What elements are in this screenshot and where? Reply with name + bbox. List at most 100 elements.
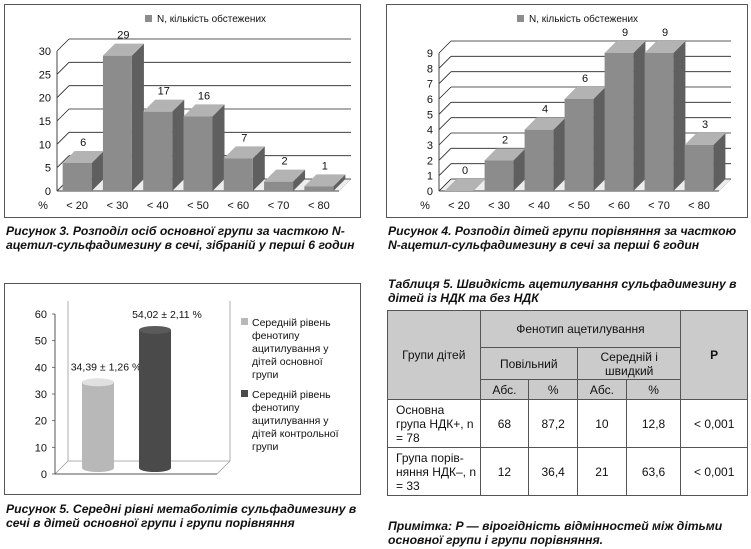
legend-label: N, кількість обстежених — [529, 13, 638, 25]
y-tick-label: 10 — [39, 139, 51, 151]
y-tick-label: 5 — [427, 109, 433, 121]
bar-side — [212, 104, 225, 191]
head-slow: Повільний — [479, 347, 579, 380]
bar — [143, 111, 173, 191]
row2-p: < 0,001 — [680, 447, 748, 496]
gridline-depth — [56, 85, 70, 98]
bar-side — [293, 169, 306, 191]
head-abs1: Абс. — [479, 379, 530, 400]
legend-label: N, кількість обстежених — [157, 13, 266, 25]
bar-top — [564, 87, 606, 99]
y-tick-label: 6 — [427, 94, 433, 106]
x-tick-label: < 70 — [648, 200, 670, 212]
bar — [102, 55, 132, 191]
bar-side — [553, 117, 566, 191]
row1-abs1: 68 — [479, 399, 530, 448]
figure4-caption: Рисунок 4. Розподіл дітей групи порівнян… — [388, 224, 737, 252]
x-tick-label: < 50 — [187, 200, 209, 212]
data-label: 9 — [662, 27, 668, 39]
x-tick-label: < 40 — [528, 200, 550, 212]
x-prefix-label: % — [38, 200, 48, 212]
bar — [564, 99, 594, 191]
gridline-depth — [438, 132, 452, 146]
x-tick-label: < 40 — [147, 200, 169, 212]
y-tick-label: 0 — [41, 469, 47, 481]
table5-note: Примітка: P — вірогідність відмінностей … — [388, 519, 723, 547]
y-tick-label: 25 — [39, 69, 51, 81]
legend-swatch — [241, 390, 248, 397]
table-row: Основна група НДК+, n = 78 68 87,2 10 12… — [387, 399, 748, 448]
x-tick-label: < 70 — [268, 200, 290, 212]
bar — [223, 158, 253, 191]
row2-pct2: 63,6 — [625, 447, 682, 496]
y-tick-label: 50 — [35, 336, 47, 348]
bar-top — [444, 179, 486, 191]
row1-pct2: 12,8 — [625, 399, 682, 448]
bar — [524, 129, 554, 191]
figure3-caption: Рисунок 3. Розподіл осіб основної групи … — [6, 224, 355, 252]
bar-top — [62, 151, 104, 163]
x-tick-label: < 20 — [66, 200, 88, 212]
y-tick-label: 2 — [427, 155, 433, 167]
row1-group: Основна група НДК+, n = 78 — [387, 399, 481, 448]
bar-top — [102, 43, 144, 56]
figure3-panel: 0 5 10 15 20 25 30 6 < 20 29 < 30 17 < 40 16 < 50 7 < 60… — [4, 4, 361, 218]
data-label: 4 — [542, 104, 548, 116]
data-label: 7 — [241, 132, 247, 144]
figure5-caption: Рисунок 5. Середні рівні метаболітів сул… — [6, 502, 357, 530]
bar — [604, 53, 634, 191]
y-tick-label: 1 — [427, 171, 433, 183]
legend-swatch — [145, 15, 152, 22]
row1-p: < 0,001 — [680, 399, 748, 448]
gridline-depth — [56, 108, 70, 122]
row2-abs1: 12 — [479, 447, 530, 496]
x-tick-label: < 60 — [608, 200, 630, 212]
y-tick-label: 0 — [427, 186, 433, 198]
bar-side — [252, 146, 265, 191]
cylinder-body — [139, 329, 171, 468]
y-tick-label: 60 — [35, 309, 47, 321]
head-fast: Середній і швидкий — [577, 347, 682, 380]
bar-side — [513, 148, 526, 191]
x-tick-label: < 50 — [568, 200, 590, 212]
table-row: Група порів­няння НДК–, n = 33 12 36,4 2… — [387, 447, 748, 496]
x-prefix-label: % — [420, 200, 430, 212]
gridline-depth — [438, 56, 452, 69]
figure4-chart: 0 1 2 3 4 5 6 7 8 9 0 < 20 2 < 30 4 < 40 6 < 50 9 < 60 9 < 70… — [420, 13, 732, 212]
gridline-depth — [438, 40, 452, 54]
legend-swatch — [241, 318, 248, 325]
bar-side — [593, 87, 606, 191]
data-label: 2 — [502, 134, 508, 146]
x-tick-label: < 20 — [448, 200, 470, 212]
gridline-depth — [56, 155, 70, 168]
gridline-depth — [438, 117, 452, 130]
head-pct1: % — [528, 379, 579, 400]
y-tick-label: 0 — [45, 186, 51, 198]
gridline-depth — [56, 62, 70, 75]
cylinder-base — [139, 464, 171, 472]
y-tick-label: 15 — [39, 116, 51, 128]
head-groups: Групи дітей — [387, 310, 481, 400]
data-label: 0 — [462, 165, 468, 177]
row1-abs2: 10 — [577, 399, 627, 448]
bar-top — [644, 41, 686, 53]
gridline-depth — [438, 71, 452, 84]
legend-label: Середній рівень фенотипу ацитилування у діт… — [252, 389, 339, 453]
legend-label: Середній рівень фенотипу ацитилування у діт… — [252, 317, 331, 381]
bar — [183, 116, 213, 191]
table5: Групи дітей Фенотип ацетилування P Повіл… — [387, 310, 748, 496]
figure3-chart: 0 5 10 15 20 25 30 6 < 20 29 < 30 17 < 40 16 < 50 7 < 60… — [38, 13, 352, 212]
legend-swatch — [517, 15, 524, 22]
y-tick-label: 10 — [35, 442, 47, 454]
data-label: 3 — [702, 119, 708, 131]
gridline-depth — [56, 38, 70, 52]
bar — [644, 53, 674, 191]
data-label: 6 — [582, 73, 588, 85]
bar — [62, 163, 92, 191]
head-p: P — [680, 310, 748, 400]
row2-abs2: 21 — [577, 447, 627, 496]
figure5-panel: 0 10 20 30 40 50 60 34,39 ± 1,26 % 54,02 ± 2,11 … — [4, 283, 361, 495]
bar-side — [673, 41, 686, 191]
gridline-depth — [438, 86, 452, 100]
bar — [264, 181, 294, 191]
